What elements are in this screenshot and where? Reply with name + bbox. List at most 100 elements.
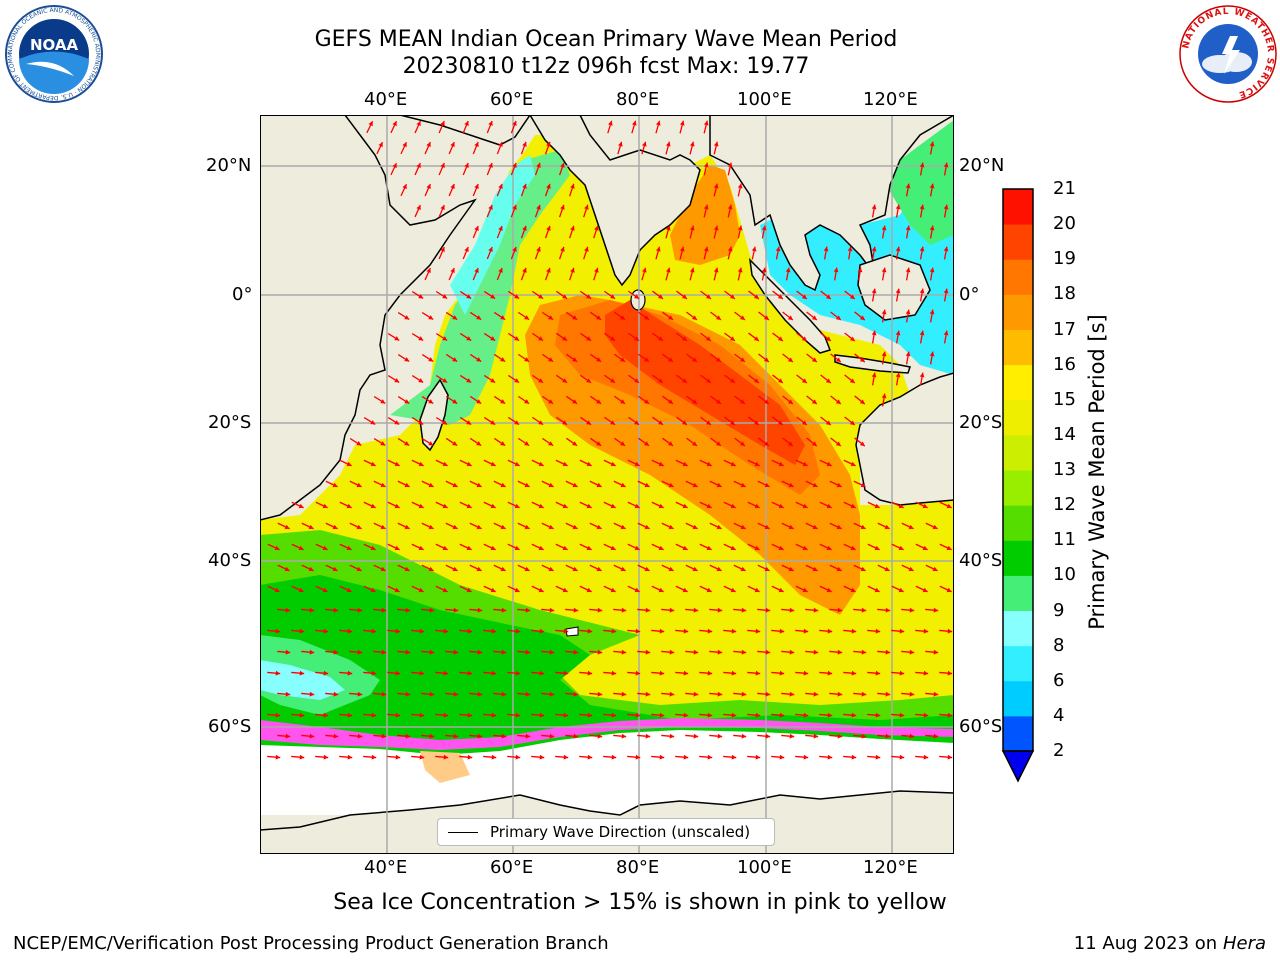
wave-arrow-head xyxy=(946,587,952,593)
wave-arrow-head xyxy=(333,607,339,613)
wave-arrow-head xyxy=(620,566,626,572)
wave-arrow-head xyxy=(811,357,817,362)
wave-arrow-head xyxy=(899,670,905,676)
wave-arrow-head xyxy=(923,712,929,718)
wave-arrow-head xyxy=(905,309,911,315)
wave-arrow-head xyxy=(813,649,819,655)
wave-arrow-head xyxy=(779,754,785,760)
wave-arrow-head xyxy=(428,482,434,488)
wave-arrow-head xyxy=(634,336,640,341)
wave-arrow-head xyxy=(898,503,904,509)
wave-arrow-head xyxy=(490,545,496,551)
wave-arrow-head xyxy=(380,441,386,446)
wave-arrow-head xyxy=(572,399,578,404)
wave-arrow-head xyxy=(716,524,722,530)
colorbar-tick-label: 18 xyxy=(1053,283,1076,305)
wave-arrow-head xyxy=(512,162,517,168)
wave-arrow-head xyxy=(861,649,867,655)
date-stamp: 11 Aug 2023 on Hera xyxy=(1074,933,1266,954)
wave-arrow-head xyxy=(477,607,483,613)
wave-arrow-head xyxy=(707,628,713,634)
wave-arrow-head xyxy=(754,587,760,593)
wave-arrow-head xyxy=(610,378,616,383)
colorbar-tick-label: 16 xyxy=(1053,353,1076,375)
wave-arrow-head xyxy=(885,649,891,655)
wave-arrow-head xyxy=(370,420,376,425)
wave-arrow-head xyxy=(476,399,482,404)
madagascar xyxy=(419,378,449,452)
wave-arrow-head xyxy=(573,607,579,613)
wave-arrow-head xyxy=(716,482,722,488)
wave-arrow-head xyxy=(299,754,305,760)
wave-arrow-head xyxy=(658,294,663,299)
wave-arrow-head xyxy=(859,357,865,363)
wave-arrow-head xyxy=(922,587,928,593)
wave-arrow-head xyxy=(706,545,712,551)
wave-arrow-head xyxy=(404,441,410,446)
wave-arrow-head xyxy=(635,670,641,676)
wave-arrow-head xyxy=(370,587,376,593)
wave-arrow-head xyxy=(514,587,520,593)
wave-arrow-head xyxy=(466,336,472,341)
wave-arrow-head xyxy=(404,524,410,530)
wave-arrow-head xyxy=(740,566,746,572)
wave-arrow-head xyxy=(452,482,458,488)
wave-arrow-head xyxy=(859,399,865,405)
wave-arrow-head xyxy=(419,712,425,718)
wave-arrow-head xyxy=(371,628,377,634)
wave-arrow-head xyxy=(929,141,935,147)
wave-arrow-head xyxy=(929,351,935,357)
lon-label-top-80e: 80°E xyxy=(616,89,660,110)
lon-label-bottom-60e: 60°E xyxy=(490,857,534,878)
wave-arrow-head xyxy=(539,670,545,676)
wave-arrow-head xyxy=(442,336,448,341)
wave-arrow-head xyxy=(739,357,745,362)
wave-arrow-head xyxy=(323,670,329,676)
lon-label-top-40e: 40°E xyxy=(364,89,408,110)
wave-arrow-head xyxy=(705,378,711,383)
wave-arrow-head xyxy=(683,712,689,718)
wave-arrow-head xyxy=(610,587,616,593)
wave-arrow-head xyxy=(683,628,689,634)
wave-arrow-head xyxy=(610,420,616,425)
wave-arrow-head xyxy=(778,587,784,593)
wave-arrow-head xyxy=(466,587,472,593)
wave-arrow-head xyxy=(512,120,517,126)
wave-arrow-head xyxy=(538,461,544,467)
wave-arrow-head xyxy=(562,503,568,509)
wave-arrow-head xyxy=(943,246,949,252)
wave-arrow-head xyxy=(835,441,841,447)
wave-arrow-head xyxy=(522,183,527,189)
wave-arrow-head xyxy=(683,670,689,676)
wave-arrow-head xyxy=(522,267,527,273)
wave-arrow-head xyxy=(309,607,315,613)
wave-arrow-head xyxy=(539,628,545,634)
sea-ice-note: Sea Ice Concentration > 15% is shown in … xyxy=(333,890,947,915)
wave-arrow-head xyxy=(871,246,877,252)
wave-arrow-head xyxy=(874,503,880,509)
wave-arrow-head xyxy=(525,691,531,697)
india-coast xyxy=(529,115,701,287)
wave-arrow-head xyxy=(827,712,833,718)
wave-arrow-head xyxy=(308,524,314,530)
wave-arrow-head xyxy=(669,733,675,739)
wave-arrow-head xyxy=(546,141,551,147)
wave-arrow-head xyxy=(717,691,723,697)
wave-arrow-head xyxy=(416,121,421,127)
wave-arrow-head xyxy=(765,733,771,739)
wave-arrow-head xyxy=(620,441,626,446)
wave-arrow-head xyxy=(285,607,291,613)
wave-arrow-head xyxy=(801,294,807,299)
lon-label-bottom-80e: 80°E xyxy=(616,857,660,878)
wave-arrow-head xyxy=(899,712,905,718)
wave-arrow-head xyxy=(284,524,290,530)
wave-arrow-head xyxy=(644,482,650,488)
wave-arrow-head xyxy=(755,712,761,718)
wave-arrow-head xyxy=(275,670,281,676)
wave-arrow-head xyxy=(491,628,497,634)
host-name: Hera xyxy=(1222,933,1266,954)
wave-arrow-head xyxy=(429,607,435,613)
wave-arrow-head xyxy=(275,754,281,760)
wave-arrow-head xyxy=(737,267,743,273)
wave-arrow-head xyxy=(849,378,855,384)
